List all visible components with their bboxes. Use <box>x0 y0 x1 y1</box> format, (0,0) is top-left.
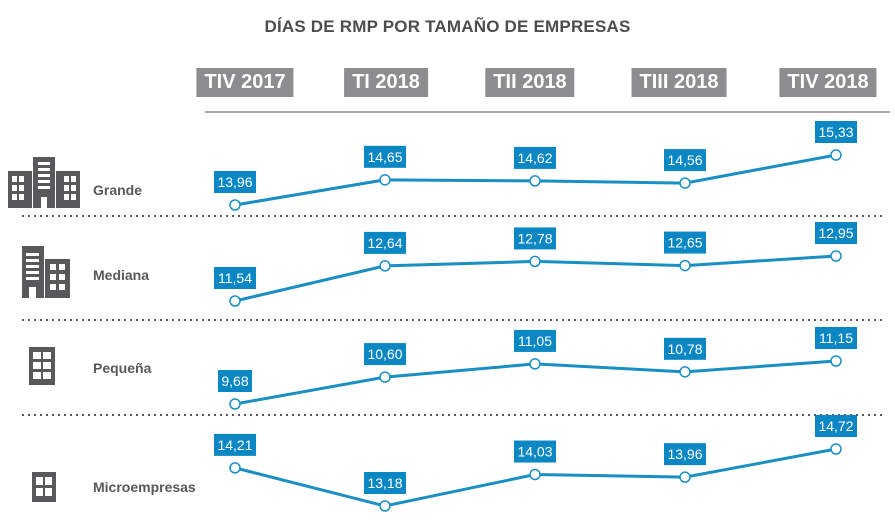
data-label: 14,62 <box>517 150 552 166</box>
data-label-box <box>514 146 556 169</box>
data-label-box <box>664 231 706 254</box>
data-label: 14,03 <box>517 444 552 460</box>
data-point <box>529 175 541 187</box>
data-point <box>529 468 541 481</box>
medium-building-icon <box>22 246 70 298</box>
data-label: 9,68 <box>221 373 248 389</box>
data-label-box <box>815 222 857 244</box>
data-point <box>529 358 541 370</box>
column-header-tiv-2018: TIV 2018 <box>779 68 877 97</box>
data-point <box>379 371 391 383</box>
column-header-tiii-2018: TIII 2018 <box>631 68 727 97</box>
data-label-box <box>364 231 406 254</box>
data-label: 13,96 <box>217 174 252 190</box>
data-label: 12,64 <box>367 235 402 251</box>
data-label-box <box>214 433 256 456</box>
data-label: 10,60 <box>367 346 402 362</box>
data-label: 13,18 <box>367 475 402 491</box>
chart-title: DÍAS DE RMP POR TAMAÑO DE EMPRESAS <box>264 17 631 36</box>
data-label-box <box>364 472 406 494</box>
data-label-box <box>514 227 556 250</box>
data-label-box <box>664 443 706 466</box>
row-label-grande: Grande <box>93 182 143 198</box>
data-label-box <box>514 440 556 463</box>
data-label: 14,65 <box>367 149 402 165</box>
row-label-mediana: Mediana <box>93 267 150 283</box>
data-label: 11,15 <box>819 330 853 346</box>
data-point <box>229 398 241 410</box>
data-label-box <box>815 415 857 437</box>
data-label: 14,56 <box>667 152 702 168</box>
data-label: 13,96 <box>667 446 702 462</box>
data-label-box <box>218 370 252 392</box>
data-point <box>379 174 391 186</box>
data-point <box>830 149 842 161</box>
data-label: 11,54 <box>218 270 252 286</box>
large-building-icon <box>8 157 80 208</box>
data-point <box>379 500 391 512</box>
data-point <box>229 295 241 307</box>
data-point <box>229 462 241 474</box>
data-label: 15,33 <box>818 124 853 140</box>
data-label-box <box>664 149 706 172</box>
data-point <box>229 199 241 211</box>
data-label-box <box>364 343 406 366</box>
data-label: 12,95 <box>818 225 853 241</box>
data-point <box>529 255 541 268</box>
data-label: 14,21 <box>217 437 252 453</box>
data-point <box>679 259 691 272</box>
data-label: 10,78 <box>667 341 702 357</box>
data-point <box>830 443 842 455</box>
row-label-microempresas: Microempresas <box>93 479 196 495</box>
data-label: 11,05 <box>518 333 552 349</box>
data-label: 14,72 <box>818 418 853 434</box>
data-label-box <box>815 121 857 143</box>
data-point <box>679 471 691 483</box>
micro-building-icon <box>32 472 56 502</box>
data-point <box>679 366 691 378</box>
column-header-tii-2018: TII 2018 <box>485 68 575 97</box>
data-label-box <box>364 145 406 168</box>
data-point <box>830 250 842 262</box>
data-label: 12,65 <box>667 235 702 251</box>
data-label-box <box>815 327 857 349</box>
small-building-icon <box>29 347 55 385</box>
data-label-box <box>514 329 556 352</box>
row-label-pequena: Pequeña <box>93 360 152 376</box>
data-label-box <box>214 267 256 289</box>
data-point <box>379 260 391 272</box>
data-label-box <box>664 337 706 360</box>
column-header-ti-2018: TI 2018 <box>344 68 428 97</box>
data-label-box <box>214 171 256 193</box>
column-header-tiv-2017: TIV 2017 <box>196 68 294 97</box>
data-label: 12,78 <box>517 230 552 246</box>
data-point <box>679 177 691 189</box>
data-point <box>830 355 842 367</box>
